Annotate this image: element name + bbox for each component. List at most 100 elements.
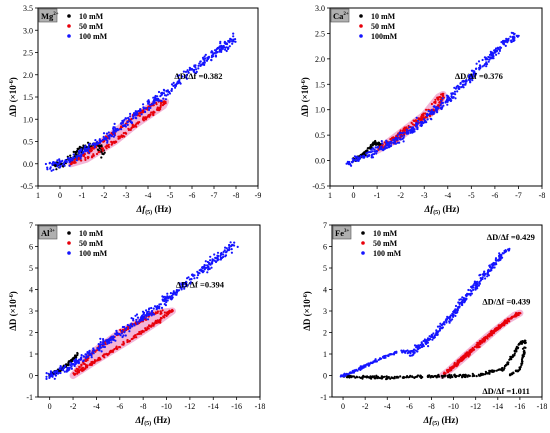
data-point (368, 147, 371, 150)
data-point (353, 155, 356, 158)
data-point (142, 116, 145, 119)
data-point (432, 332, 435, 335)
x-axis-label: Δf(5) (Hz) (424, 204, 460, 216)
data-point (232, 35, 235, 38)
data-point (61, 368, 64, 371)
x-tick-label: -10 (161, 402, 172, 411)
data-point (132, 124, 135, 127)
data-point (478, 68, 481, 71)
x-tick-label: -6 (406, 402, 413, 411)
data-point (195, 68, 198, 71)
data-point (390, 353, 394, 356)
data-point (123, 135, 126, 138)
data-point (401, 351, 404, 354)
data-point (163, 297, 166, 300)
data-point (438, 327, 442, 330)
data-point (365, 149, 368, 152)
data-point (77, 361, 80, 365)
data-point (479, 277, 482, 280)
data-point (407, 131, 410, 134)
y-tick-label: 3.0 (315, 4, 325, 13)
data-point (442, 372, 445, 375)
data-point (426, 341, 429, 344)
data-point (54, 373, 57, 376)
data-point (390, 140, 393, 143)
data-point (84, 149, 87, 152)
data-point (181, 283, 184, 286)
data-point (62, 367, 65, 370)
data-point (515, 345, 519, 348)
data-point (68, 368, 71, 371)
data-point (185, 285, 188, 288)
data-point (498, 49, 501, 53)
data-point (520, 364, 523, 367)
data-point (475, 67, 478, 70)
data-point (507, 320, 511, 323)
data-point (107, 134, 110, 137)
data-point (228, 246, 231, 249)
data-point (84, 158, 87, 161)
data-point (90, 361, 93, 364)
data-point (511, 354, 514, 357)
legend-marker (359, 34, 363, 38)
data-point (172, 81, 175, 84)
data-point (396, 141, 399, 144)
data-point (86, 359, 89, 362)
data-point (462, 375, 465, 378)
data-point (363, 365, 366, 368)
data-point (158, 305, 161, 308)
y-tick-label: 2 (29, 329, 33, 338)
data-point (406, 352, 409, 355)
data-point (86, 141, 90, 144)
data-point (130, 322, 133, 325)
data-point (101, 149, 104, 152)
x-axis-label: Δf(5) (Hz) (423, 415, 459, 427)
data-point (88, 151, 91, 154)
data-point (369, 377, 372, 380)
data-point (374, 377, 377, 380)
data-point (224, 48, 227, 51)
data-point (495, 259, 498, 262)
data-point (471, 79, 474, 82)
plot-frame (331, 224, 543, 398)
data-point (121, 121, 124, 124)
y-tick-label: 3.0 (23, 26, 33, 35)
data-point (76, 372, 79, 375)
data-point (481, 341, 484, 344)
data-point (142, 315, 145, 318)
data-point (478, 345, 481, 348)
data-point (204, 53, 207, 56)
data-point (409, 351, 412, 355)
data-point (74, 372, 77, 376)
data-point (223, 249, 226, 252)
data-point (189, 278, 192, 281)
data-point (503, 320, 506, 323)
data-point (438, 329, 441, 332)
data-point (439, 325, 442, 328)
x-tick-label: 0 (352, 191, 356, 200)
data-point (219, 42, 222, 45)
data-point (128, 324, 131, 327)
data-point (492, 370, 495, 373)
data-point (100, 147, 103, 150)
data-point (413, 130, 416, 133)
data-point (56, 369, 59, 372)
data-point (206, 271, 209, 274)
data-point (403, 350, 406, 353)
data-point (389, 144, 393, 148)
data-point (48, 376, 51, 379)
data-point (348, 162, 352, 166)
data-point (515, 314, 518, 317)
data-point (425, 113, 428, 116)
data-point (145, 314, 148, 318)
data-point (161, 298, 164, 301)
x-tick-label: -4 (444, 191, 451, 200)
data-point (424, 112, 427, 115)
data-point (105, 340, 108, 343)
plot-frame (329, 7, 543, 187)
data-point (501, 366, 504, 370)
y-tick-label: 0 (29, 372, 33, 381)
data-point (124, 132, 127, 135)
